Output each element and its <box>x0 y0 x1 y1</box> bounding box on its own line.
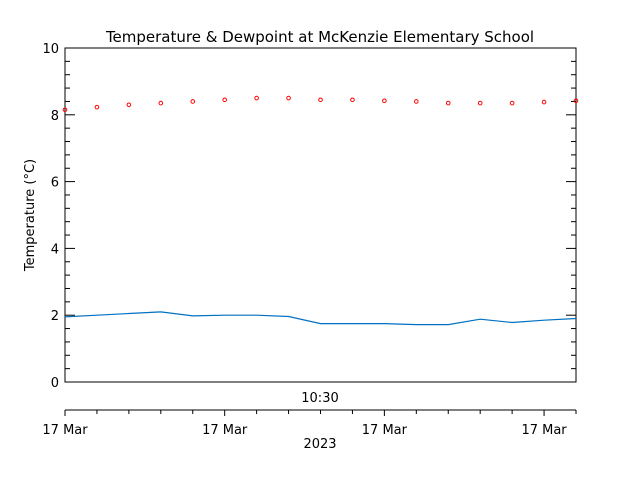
x-tick-label: 17 Mar <box>521 423 567 438</box>
plot-frame <box>64 47 577 383</box>
dewpoint-point <box>158 100 164 106</box>
dewpoint-point <box>445 100 451 106</box>
dewpoint-point <box>477 100 483 106</box>
y-tick-label: 10 <box>42 42 59 57</box>
y-tick-label: 6 <box>51 176 59 191</box>
y-axis-label: Temperature (°C) <box>23 159 38 272</box>
y-tick-label: 2 <box>51 309 59 324</box>
x-axis: 17 Mar 17 Mar 17 Mar 17 Mar <box>42 409 577 438</box>
x-tick-label: 17 Mar <box>42 423 88 438</box>
series-layer <box>62 95 579 326</box>
dewpoint-point <box>254 95 259 101</box>
dewpoint-point <box>509 100 515 106</box>
dewpoint-point <box>62 107 68 113</box>
dewpoint-point <box>382 98 387 104</box>
dewpoint-point <box>222 97 227 103</box>
dewpoint-point <box>126 102 132 108</box>
y-tick-label: 0 <box>51 376 59 391</box>
x-axis-label: 2023 <box>303 437 336 452</box>
y-tick-label: 8 <box>51 109 59 124</box>
dewpoint-point <box>573 98 579 104</box>
dewpoint-point <box>318 97 323 103</box>
y-axis: 0 2 4 6 8 10 <box>42 42 576 391</box>
dewpoint-point <box>414 99 419 104</box>
dewpoint-point <box>541 99 547 105</box>
dewpoint-point <box>190 99 196 104</box>
chart-title: Temperature & Dewpoint at McKenzie Eleme… <box>105 28 534 46</box>
temperature-line <box>64 311 577 326</box>
x-tick-label: 17 Mar <box>362 423 408 438</box>
dewpoint-point <box>94 104 100 110</box>
y-tick-label: 4 <box>51 242 59 257</box>
dewpoint-point <box>350 97 355 103</box>
x-center-label: 10:30 <box>301 391 338 406</box>
dewpoint-point <box>286 95 291 101</box>
x-tick-label: 17 Mar <box>202 423 248 438</box>
